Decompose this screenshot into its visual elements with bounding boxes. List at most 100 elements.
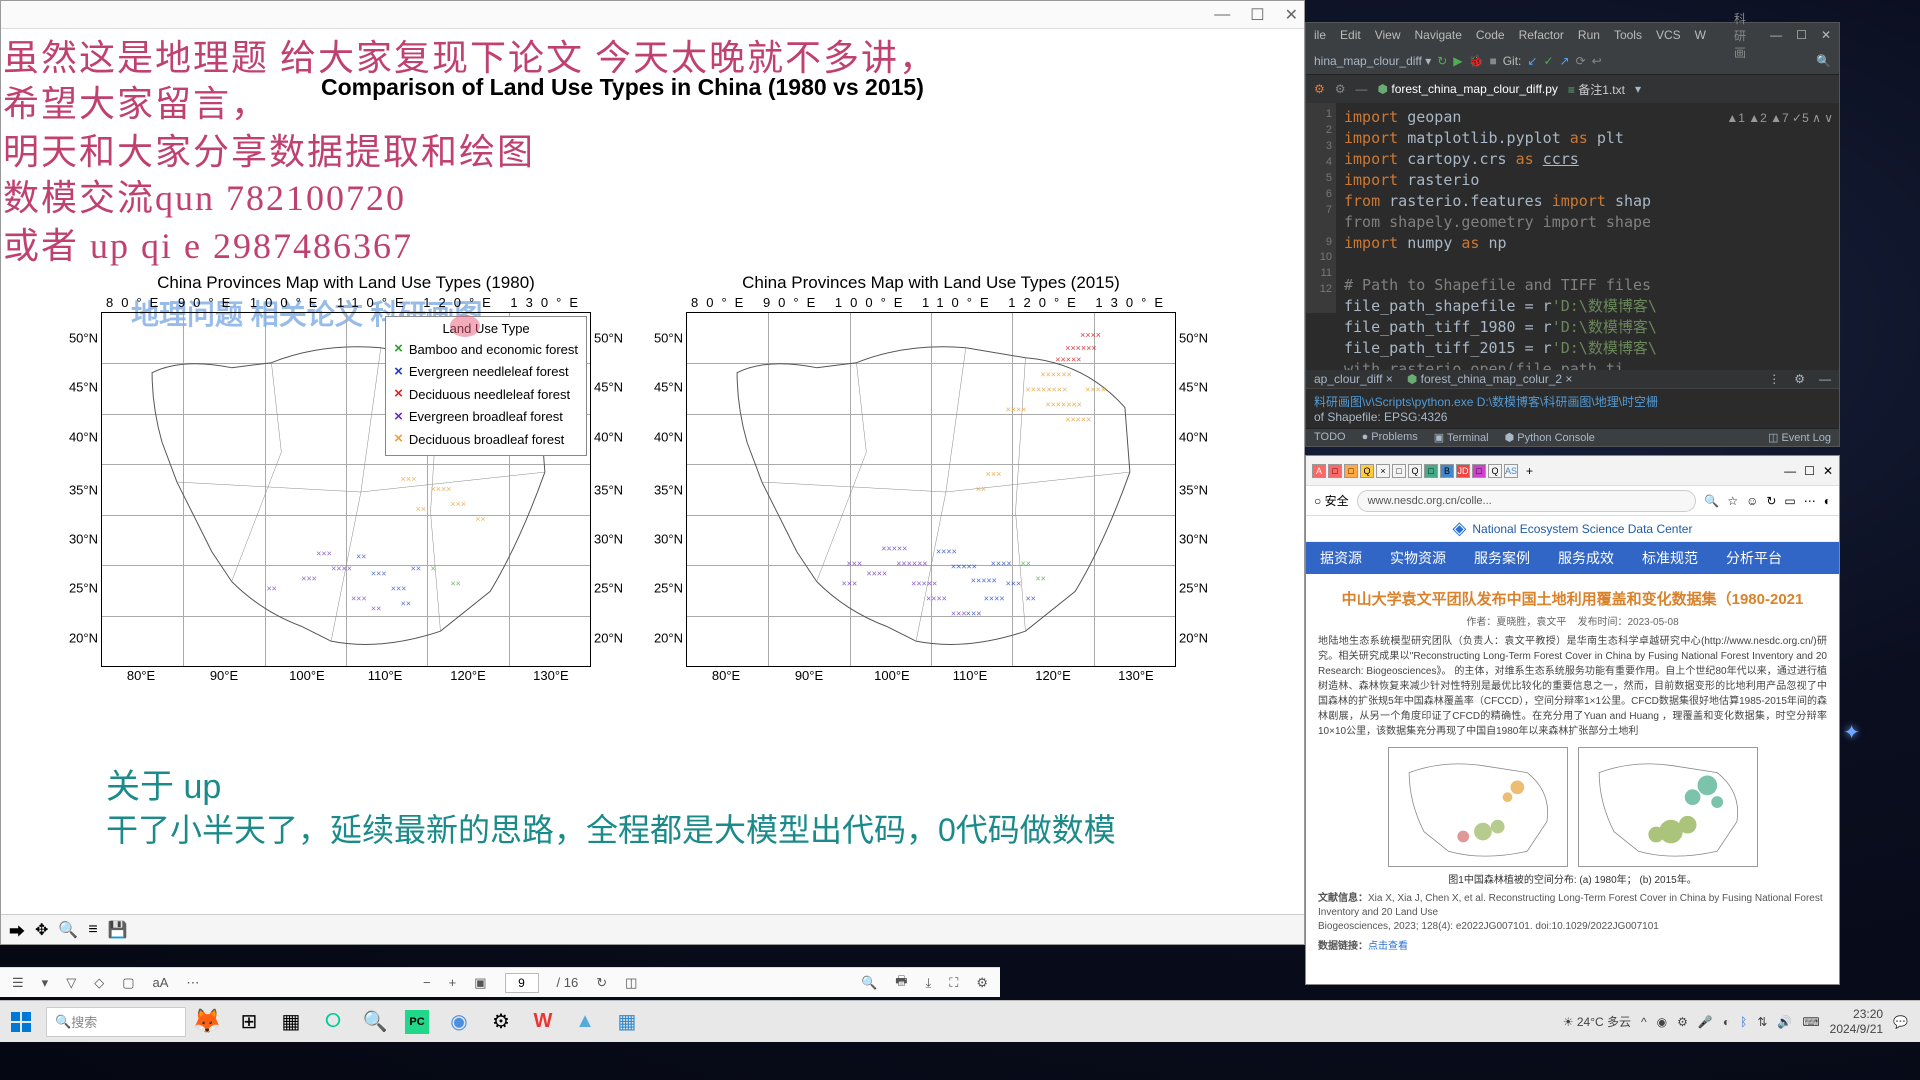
- emoji-icon[interactable]: ☺: [1746, 494, 1758, 508]
- new-tab-icon[interactable]: +: [1526, 464, 1533, 478]
- close-icon[interactable]: ✕: [1285, 5, 1298, 25]
- breadcrumb[interactable]: hina_map_clour_diff ▾: [1314, 54, 1431, 68]
- svg-text:×××: ×××: [842, 578, 858, 588]
- run-icon[interactable]: ↻: [1437, 54, 1447, 68]
- page-input[interactable]: [505, 973, 539, 993]
- reader-icon[interactable]: ▭: [1784, 494, 1795, 508]
- tray-icon[interactable]: ◉: [1657, 1015, 1667, 1029]
- python-console-tool[interactable]: ⬢ Python Console: [1505, 431, 1595, 444]
- run-tab[interactable]: ap_clour_diff ×: [1314, 372, 1393, 386]
- zoom-icon[interactable]: 🔍: [1704, 494, 1719, 508]
- tray-expand-icon[interactable]: ^: [1641, 1015, 1647, 1029]
- app-icon[interactable]: ▦: [606, 1001, 648, 1043]
- maximize-icon[interactable]: ☐: [1250, 5, 1264, 25]
- settings-icon[interactable]: ⚙: [976, 975, 988, 991]
- page-icon[interactable]: ▢: [122, 975, 134, 991]
- zoom-out-icon[interactable]: −: [423, 975, 431, 990]
- problems-tool[interactable]: ● Problems: [1362, 431, 1418, 444]
- menu-icon[interactable]: ⋯: [1804, 494, 1816, 508]
- profile-icon[interactable]: ◐: [1824, 494, 1831, 508]
- zoom-icon[interactable]: 🔍: [58, 920, 78, 940]
- refresh-icon[interactable]: ↻: [1766, 494, 1776, 508]
- run-settings-icon[interactable]: ⋮: [1768, 372, 1780, 386]
- vcs-push-icon[interactable]: ↗: [1560, 54, 1570, 68]
- dropdown-icon[interactable]: ▾: [42, 975, 49, 991]
- browser-maximize-icon[interactable]: ☐: [1804, 464, 1815, 478]
- config-icon[interactable]: ≡: [88, 921, 97, 939]
- home-icon[interactable]: ⮕: [9, 918, 25, 942]
- app-icon[interactable]: ⚙: [480, 1001, 522, 1043]
- search-icon[interactable]: 🔍: [861, 975, 877, 991]
- ide-minimize-icon[interactable]: —: [1770, 28, 1782, 42]
- zoom-in-icon[interactable]: +: [449, 975, 457, 990]
- wps-icon[interactable]: W: [522, 1001, 564, 1043]
- vcs-history-icon[interactable]: ⟳: [1576, 54, 1586, 68]
- ide-maximize-icon[interactable]: ☐: [1796, 28, 1807, 42]
- network-icon[interactable]: ⇅: [1757, 1015, 1767, 1029]
- minimize-icon[interactable]: —: [1214, 6, 1230, 24]
- app-icon[interactable]: 🦊: [186, 1001, 228, 1043]
- run-tab[interactable]: ⬢ forest_china_map_colur_2 ×: [1407, 372, 1573, 386]
- event-log-tool[interactable]: ◫ Event Log: [1768, 431, 1831, 444]
- site-nav[interactable]: 据资源实物资源 服务案例服务成效 标准规范分析平台: [1306, 542, 1839, 574]
- favorite-icon[interactable]: ☆: [1727, 494, 1738, 508]
- rotate-icon[interactable]: ↻: [596, 975, 607, 991]
- tab-menu-icon[interactable]: ▾: [1635, 82, 1641, 96]
- vcs-commit-icon[interactable]: ✓: [1543, 54, 1553, 68]
- address-bar[interactable]: www.nesdc.org.cn/colle...: [1357, 490, 1697, 512]
- two-page-icon[interactable]: ◫: [625, 975, 637, 991]
- vcs-rollback-icon[interactable]: ↩: [1592, 54, 1602, 68]
- site-header: ◈ National Ecosystem Science Data Center: [1306, 516, 1839, 542]
- browser-minimize-icon[interactable]: —: [1784, 464, 1796, 478]
- bluetooth-icon[interactable]: ᛒ: [1740, 1015, 1747, 1029]
- todo-tool[interactable]: TODO: [1314, 431, 1346, 444]
- taskbar-search[interactable]: 🔍 搜索: [46, 1007, 186, 1037]
- tray-icon[interactable]: 🎤: [1698, 1015, 1713, 1029]
- fit-icon[interactable]: ▣: [474, 975, 486, 991]
- data-link[interactable]: 点击查看: [1368, 941, 1408, 952]
- code-editor[interactable]: import geopan import matplotlib.pyplot a…: [1336, 103, 1665, 313]
- apps-grid-icon[interactable]: ▦: [270, 1001, 312, 1043]
- pycharm-icon[interactable]: PC: [405, 1010, 429, 1034]
- svg-text:××: ××: [475, 514, 485, 524]
- ide-menubar[interactable]: ileEditView NavigateCodeRefactor RunTool…: [1306, 23, 1839, 47]
- ide-close-icon[interactable]: ✕: [1821, 28, 1831, 42]
- weather-widget[interactable]: ☀ 24°C 多云: [1563, 1013, 1631, 1030]
- sidebar-icon[interactable]: ☰: [12, 975, 24, 991]
- clock[interactable]: 23:20 2024/9/21: [1830, 1007, 1883, 1036]
- pan-icon[interactable]: ✥: [35, 920, 48, 940]
- edge-icon[interactable]: ⭘: [312, 1001, 354, 1043]
- tray-icon[interactable]: ◐: [1723, 1015, 1730, 1029]
- filter-icon[interactable]: ▽: [66, 975, 76, 991]
- fullscreen-icon[interactable]: ⛶: [949, 975, 958, 991]
- svg-text:×××××: ×××××: [971, 575, 997, 585]
- search-all-icon[interactable]: 🔍: [1816, 54, 1831, 68]
- download-icon[interactable]: ⤓: [925, 975, 931, 991]
- browser-close-icon[interactable]: ✕: [1823, 464, 1833, 478]
- erase-icon[interactable]: ◇: [94, 975, 104, 991]
- vcs-update-icon[interactable]: ↙: [1527, 54, 1537, 68]
- volume-icon[interactable]: 🔊: [1777, 1015, 1792, 1029]
- stop-icon[interactable]: ■: [1489, 54, 1496, 68]
- task-view-icon[interactable]: ⊞: [228, 1001, 270, 1043]
- start-button[interactable]: [0, 1001, 42, 1043]
- security-badge[interactable]: ○ 安全: [1314, 492, 1349, 509]
- chromium-icon[interactable]: ◉: [438, 1001, 480, 1043]
- search-app-icon[interactable]: 🔍: [354, 1001, 396, 1043]
- ime-icon[interactable]: ⌨: [1802, 1015, 1819, 1029]
- terminal-tool[interactable]: ▣ Terminal: [1434, 431, 1489, 444]
- notifications-icon[interactable]: 💬: [1893, 1015, 1908, 1029]
- tab-color-icons[interactable]: A□ □Q ×□Q □B JD□ QAS: [1312, 464, 1518, 478]
- editor-tab-active[interactable]: ⬢ forest_china_map_clour_diff.py: [1378, 82, 1558, 96]
- save-icon[interactable]: 💾: [108, 920, 128, 940]
- print-icon[interactable]: 🖶: [895, 972, 907, 994]
- inspection-widget[interactable]: ▲1 ▲2 ▲7 ✓5 ∧ ∨: [1726, 111, 1833, 125]
- more-icon[interactable]: ⋯: [186, 975, 199, 991]
- run-console[interactable]: 料研画图\v\Scripts\python.exe D:\数模博客\科研画图\地…: [1306, 388, 1839, 428]
- text-icon[interactable]: aA: [152, 975, 168, 990]
- play-icon[interactable]: ▶: [1453, 54, 1462, 68]
- app-icon[interactable]: ▲: [564, 1001, 606, 1043]
- debug-icon[interactable]: 🐞: [1469, 54, 1484, 68]
- tray-icon[interactable]: ⚙: [1677, 1015, 1688, 1029]
- editor-tab[interactable]: ≡ 备注1.txt: [1568, 81, 1625, 98]
